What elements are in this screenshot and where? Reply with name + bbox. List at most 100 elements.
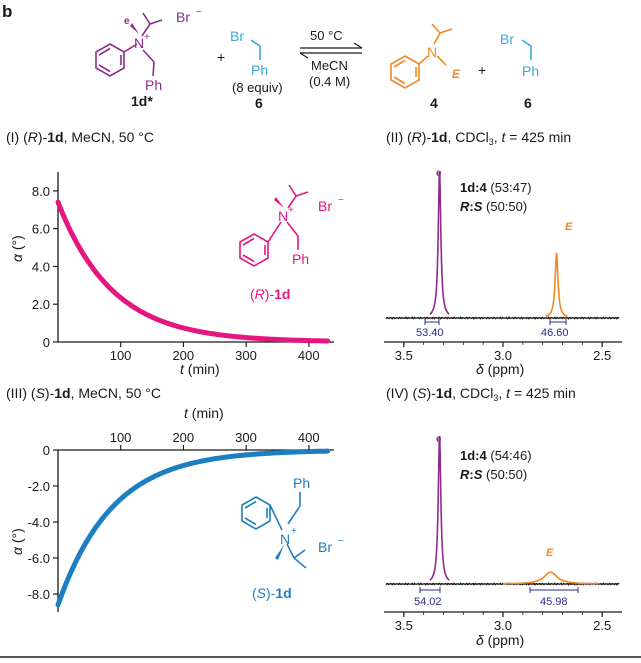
nmr4-integral-brackets	[419, 587, 579, 593]
panel-III-title: (III) (S)-1d, MeCN, 50 °C	[6, 385, 161, 401]
y-tick-label: 2.0	[32, 297, 50, 312]
S-1d-label: (S)-1d	[252, 585, 292, 601]
reagent-label: 6	[255, 95, 263, 111]
nmr2-integral-brackets	[424, 319, 567, 325]
nmr2-baseline	[385, 316, 620, 320]
x-tick-label: 200	[172, 348, 194, 363]
product-E: E	[452, 67, 461, 81]
x-tick-label: 100	[110, 348, 132, 363]
condition-conc: (0.4 M)	[309, 74, 350, 89]
y-tick-label: 6.0	[32, 222, 50, 237]
reagent-structure	[250, 39, 261, 60]
scheme: e N + Br − Ph 1d* + Br Ph (8 equiv) 6 50…	[95, 7, 539, 111]
nmr4-peak-e	[429, 435, 450, 581]
R-1d-ph: Ph	[292, 251, 309, 267]
S-1d-br: Br	[318, 539, 332, 555]
S-1d-ph: Ph	[293, 475, 310, 491]
scheme-plus-2: +	[478, 62, 486, 78]
S-1d-n: N	[280, 531, 290, 547]
x-tick-label: 3.0	[494, 618, 512, 633]
nmr2-peak-e	[429, 171, 450, 315]
reactant-bromide: Br	[176, 9, 190, 25]
x-tick-label: 2.5	[593, 618, 611, 633]
x-tick-label: 3.0	[494, 348, 512, 363]
reagent-ph: Ph	[251, 62, 268, 78]
reactant-structure	[95, 12, 163, 77]
nmr2-peak-E	[545, 251, 568, 317]
nmr4-xlabel: δ (ppm)	[476, 632, 524, 648]
nmr2-x-ticks: 3.5 3.0 2.5	[395, 342, 611, 363]
byproduct-structure	[521, 39, 532, 60]
chart-S-rotation: 100 200 300 400 0 -2.0 -4.0 -6.0 -8.0 t (min) α…	[9, 405, 334, 612]
reagent-br: Br	[230, 28, 244, 44]
chart3-xlabel: t (min)	[184, 405, 224, 421]
chart1-series-line	[55, 199, 331, 344]
scheme-plus-1: +	[217, 49, 225, 65]
panel-I-title: (I) (R)-1d, MeCN, 50 °C	[6, 129, 154, 145]
y-tick-label: -8.0	[28, 587, 50, 602]
equilibrium-arrows	[299, 42, 363, 59]
chart1-y-ticks: 0 2.0 4.0 6.0 8.0	[32, 184, 58, 350]
y-tick-label: -2.0	[28, 479, 50, 494]
reactant-charge: +	[144, 32, 150, 43]
y-tick-label: -4.0	[28, 515, 50, 530]
reactant-label: 1d*	[131, 93, 153, 109]
y-tick-label: 4.0	[32, 259, 50, 274]
reactant-minus: −	[196, 7, 202, 18]
product-label: 4	[430, 95, 438, 111]
nmr4-baseline	[385, 582, 620, 586]
panel-II-title: (II) (R)-1d, CDCl3, t = 425 min	[386, 129, 571, 147]
x-tick-label: 400	[298, 430, 320, 445]
nmr4-ratio-1: 1d:4 (54:46)	[460, 448, 532, 463]
nmr4-integral-2: 45.98	[540, 596, 568, 608]
x-tick-label: 400	[298, 348, 320, 363]
product-n: N	[427, 44, 437, 60]
x-tick-label: 300	[235, 430, 257, 445]
panel-letter: b	[2, 2, 12, 21]
product-structure	[390, 23, 453, 89]
x-tick-label: 200	[172, 430, 194, 445]
chart-R-rotation: 100 200 300 400 0 2.0 4.0 6.0 8.0 t (min) α (°)	[9, 172, 334, 377]
S-1d-structure	[241, 492, 307, 569]
y-tick-label: 0	[43, 443, 50, 458]
nmr4-peak-E	[503, 571, 599, 585]
R-1d-n: N	[278, 208, 288, 224]
nmr4-peak-E-label: E	[546, 547, 554, 559]
condition-temp: 50 °C	[310, 28, 343, 43]
condition-solvent: MeCN	[311, 58, 348, 73]
y-tick-label: 0	[43, 335, 50, 350]
nmr2-integral-1: 53.40	[416, 327, 444, 339]
S-1d-plus: +	[291, 526, 297, 537]
reactant-ph: Ph	[145, 77, 162, 93]
chart1-x-ticks: 100 200 300 400	[110, 342, 320, 363]
byproduct-label: 6	[524, 95, 532, 111]
nmr2-integral-2: 46.60	[541, 327, 569, 339]
reagent-equiv: (8 equiv)	[232, 80, 283, 95]
nmr4-peak-e-label: e	[436, 434, 442, 445]
R-1d-plus: +	[288, 205, 294, 216]
x-tick-label: 2.5	[593, 348, 611, 363]
chart3-x-ticks: 100 200 300 400	[110, 430, 320, 450]
y-tick-label: 8.0	[32, 184, 50, 199]
chart1-xlabel: t (min)	[180, 361, 220, 377]
x-tick-label: 3.5	[395, 618, 413, 633]
nmr2-ratio-2: R:S (50:50)	[460, 199, 527, 214]
reactant-n: N	[134, 35, 144, 51]
chart3-ylabel: α (°)	[9, 528, 25, 555]
x-tick-label: 3.5	[395, 348, 413, 363]
R-1d-minus: −	[338, 195, 344, 206]
byproduct-br: Br	[500, 31, 514, 47]
R-1d-br: Br	[318, 198, 332, 214]
x-tick-label: 100	[110, 430, 132, 445]
S-1d-minus: −	[338, 536, 344, 547]
x-tick-label: 300	[235, 348, 257, 363]
nmr2-peak-e-label: e	[436, 168, 442, 179]
nmr2-peak-E-label: E	[565, 221, 573, 233]
y-tick-label: -6.0	[28, 551, 50, 566]
chart1-ylabel: α (°)	[9, 235, 25, 262]
R-1d-structure	[239, 184, 309, 267]
nmr2-xlabel: δ (ppm)	[476, 361, 524, 377]
nmr4-ratio-2: R:S (50:50)	[460, 467, 527, 482]
chart3-series-line	[55, 448, 331, 608]
